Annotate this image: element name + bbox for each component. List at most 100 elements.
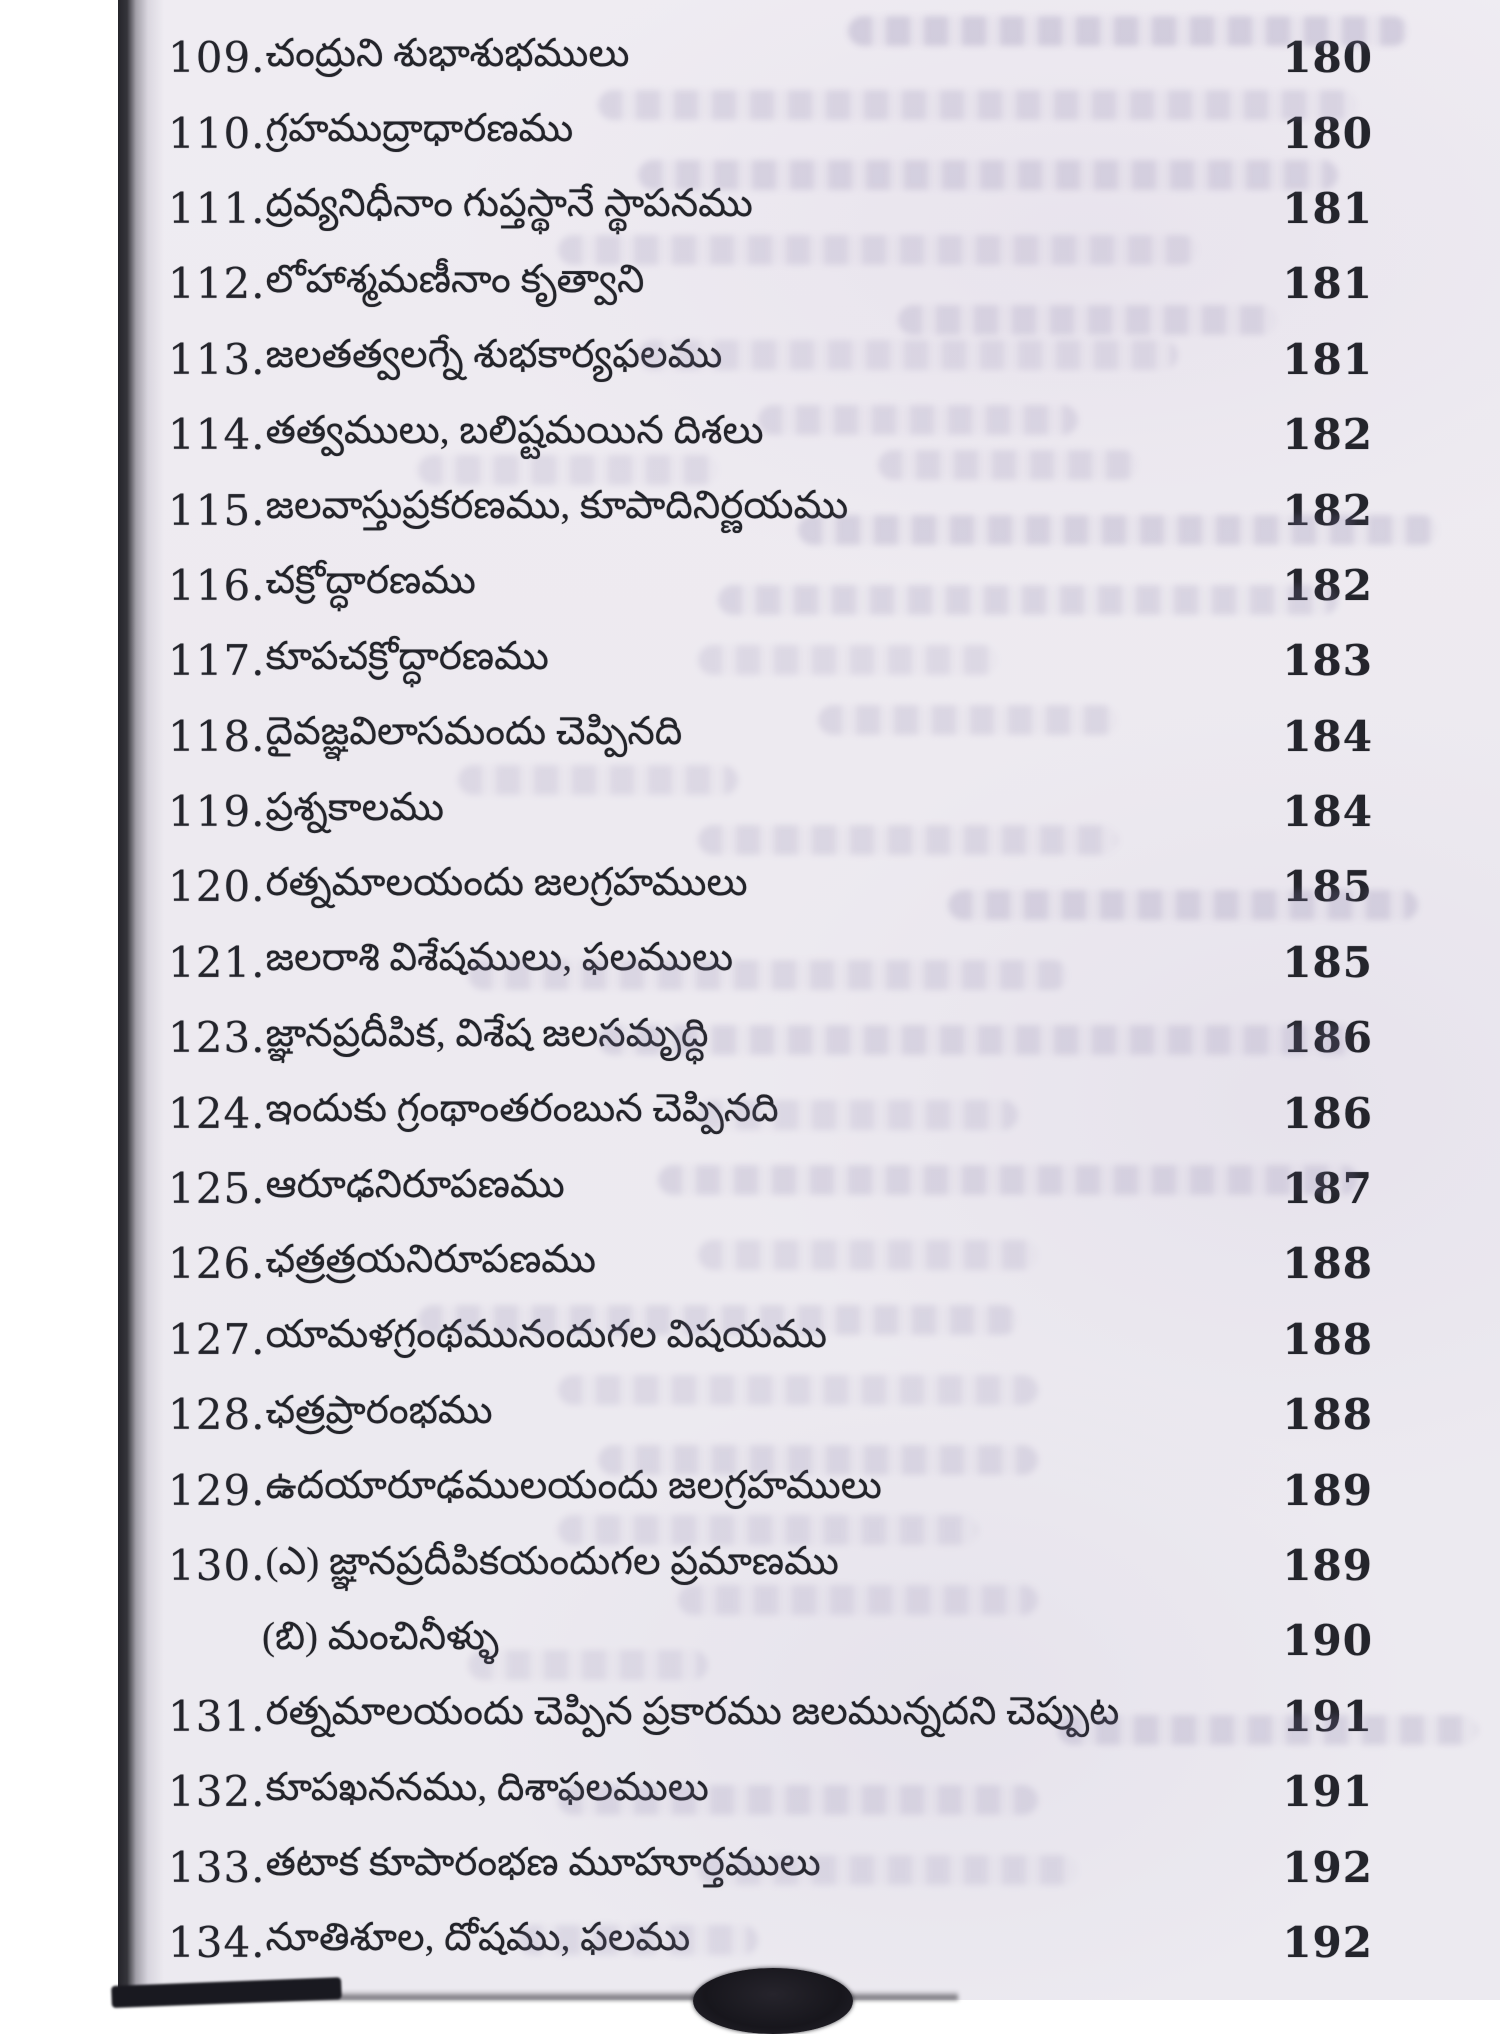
toc-entry-page: 192: [1282, 1842, 1373, 1892]
toc-entry-number: 116.: [168, 560, 266, 610]
toc-entry-number: 133.: [168, 1842, 266, 1892]
toc-entry: (బి) మంచినీళ్ళు 190: [168, 1603, 1373, 1678]
toc-entry-title: జ్ఞానప్రదీపిక, విశేష జలసమృద్ధి: [265, 1011, 709, 1055]
toc-entry-number: 125.: [168, 1164, 266, 1214]
toc-entry-title: చక్రోద్ధారణము: [265, 559, 476, 603]
bottom-edge-shadow: [118, 1991, 958, 2000]
toc-entry-page: 185: [1282, 937, 1373, 987]
toc-entry-title: చంద్రుని శుభాశుభములు: [265, 31, 630, 75]
bleed-through-smudge: [698, 1855, 1078, 1885]
bleed-through-smudge: [658, 1165, 1358, 1195]
bleed-through-smudge: [698, 1240, 1038, 1270]
toc-entry-title: జలతత్వలగ్నే శుభకార్యఫలము: [265, 333, 723, 377]
toc-entry-title: దైవజ్ఞవిలాసమందు చెప్పినది: [265, 710, 683, 754]
toc-entry-number: 126.: [168, 1239, 266, 1289]
toc-entry-page: 181: [1282, 334, 1373, 384]
bleed-through-smudge: [698, 1100, 1018, 1130]
toc-entry-title: (ఎ) జ్ఞానప్రదీపికయందుగల ప్రమాణము: [265, 1539, 839, 1583]
toc-entry-number: 127.: [168, 1314, 266, 1364]
toc-entry-page: 184: [1282, 711, 1373, 761]
toc-entry-title: ఇందుకు గ్రంథాంతరంబున చెప్పినది: [265, 1087, 779, 1131]
bleed-through-smudge: [1058, 1715, 1478, 1745]
toc-entry-title: రత్నమాలయందు జలగ్రహములు: [265, 860, 748, 904]
toc-entry-title: ఛత్రత్రయనిరూపణము: [265, 1237, 597, 1281]
bleed-through-smudge: [558, 1785, 1038, 1815]
toc-entry-title: ఛత్రప్రారంభము: [265, 1388, 493, 1432]
toc-entry: 124. ఇందుకు గ్రంథాంతరంబున చెప్పినది 186: [168, 1075, 1373, 1150]
bleed-through-smudge: [468, 1650, 708, 1680]
toc-entry-page: 192: [1282, 1917, 1373, 1967]
toc-entry-number: 123.: [168, 1013, 266, 1063]
bleed-through-smudge: [598, 90, 1358, 120]
toc-entry-title: (బి) మంచినీళ్ళు: [262, 1614, 500, 1658]
toc-entry: 111. ద్రవ్యనిధీనాం గుప్తస్థానే స్థాపనము 18…: [168, 171, 1373, 246]
toc-entry-page: 189: [1282, 1465, 1373, 1515]
toc-entry-number: 124.: [168, 1088, 266, 1138]
toc-entry: 131. రత్నమాలయందు చెప్పిన ప్రకారము జలమున్న…: [168, 1679, 1373, 1754]
toc-entry-title: కూపచక్రోద్ధారణము: [265, 634, 549, 678]
toc-entry: 118. దైవజ్ఞవిలాసమందు చెప్పినది 184: [168, 699, 1373, 774]
toc-entry-page: 188: [1282, 1314, 1373, 1364]
toc-entry-number: 109.: [168, 33, 266, 83]
toc-entry-number: 115.: [168, 485, 266, 535]
toc-entry-page: 189: [1282, 1541, 1373, 1590]
toc-entry-page: 180: [1282, 108, 1373, 158]
toc-entry: 129. ఉదయారూఢములయందు జలగ్రహములు 189: [168, 1452, 1373, 1527]
toc-entry-title: యామళగ్రంథమునందుగల విషయము: [266, 1312, 827, 1366]
toc-entry-page: 182: [1277, 561, 1373, 610]
toc-entry: 133. తటాక కూపారంభణ మూహూర్తములు 192: [168, 1829, 1373, 1904]
bleed-through-smudge: [518, 1925, 758, 1955]
toc-entry-title: జలవాస్తుప్రకరణము, కూపాదినిర్ణయము: [265, 484, 849, 528]
toc-entry-page: 181: [1282, 183, 1373, 233]
bleed-through-smudge: [558, 1515, 978, 1545]
bleed-through-smudge: [698, 825, 1118, 855]
toc-entry-page: 191: [1282, 1767, 1373, 1817]
toc-entry-title: రత్నమాలయందు చెప్పిన ప్రకారము జలమున్నదని …: [265, 1690, 1120, 1734]
toc-entry-page: 186: [1277, 1013, 1373, 1062]
toc-entry: 130. (ఎ) జ్ఞానప్రదీపికయందుగల ప్రమాణము 189: [168, 1528, 1373, 1603]
toc-entry-page: 184: [1282, 787, 1373, 837]
toc-entry: 109. చంద్రుని శుభాశుభములు 180: [168, 20, 1373, 95]
toc-entry-page: 186: [1282, 1088, 1373, 1138]
bleed-through-smudge: [678, 1585, 1038, 1615]
scanned-page: 109. చంద్రుని శుభాశుభములు 180 110. గ్రహముద్ర…: [111, 0, 1500, 2034]
toc-entry-number: 117.: [168, 636, 266, 686]
toc-entry: 116.చక్రోద్ధారణము 182: [168, 548, 1373, 623]
toc-entry: 115. జలవాస్తుప్రకరణము, కూపాదినిర్ణయము 182: [168, 472, 1373, 547]
toc-entry-title: నూతిశూల, దోషము, ఫలము: [265, 1916, 691, 1960]
toc-entry-number: 129.: [168, 1465, 266, 1515]
bleed-through-smudge: [558, 235, 1198, 265]
toc-entry-page: 183: [1282, 636, 1373, 686]
spine-shadow-edge: [118, 0, 164, 2000]
bleed-through-smudge: [418, 1305, 1018, 1335]
toc-entry-number: 128.: [168, 1390, 266, 1440]
bleed-through-smudge: [848, 16, 1408, 46]
bleed-through-smudge: [718, 585, 1338, 615]
toc-entry-title: గ్రహముద్రాధారణము: [265, 107, 574, 151]
bottom-ornament: [693, 1968, 853, 2034]
bleed-through-smudge: [598, 1445, 1038, 1475]
toc-entry: 117. కూపచక్రోద్ధారణము 183: [168, 623, 1373, 698]
toc-entry: 114. తత్వములు, బలిష్టమయిన దిశలు 182: [168, 397, 1373, 472]
toc-entry-page: 182: [1282, 485, 1373, 535]
toc-entry-page: 188: [1282, 1239, 1373, 1289]
bleed-through-smudge: [558, 1375, 1038, 1405]
toc-entry-number: 132.: [168, 1767, 266, 1817]
toc-entry: 134. నూతిశూల, దోషము, ఫలము 192: [168, 1905, 1373, 1980]
bleed-through-smudge: [898, 305, 1278, 335]
toc-entry: 113. జలతత్వలగ్నే శుభకార్యఫలము 181: [168, 322, 1373, 397]
toc-entry-number: 113.: [168, 334, 266, 384]
toc-entry-number: 112.: [168, 259, 266, 309]
bleed-through-smudge: [418, 455, 718, 485]
bleed-through-smudge: [948, 890, 1418, 920]
bleed-through-smudge: [818, 705, 1118, 735]
toc-entry-page: 185: [1282, 862, 1373, 912]
bleed-through-smudge: [468, 960, 1068, 990]
toc-entry-number: 121.: [168, 937, 266, 987]
toc-entry: 128. ఛత్రప్రారంభము 188: [168, 1377, 1373, 1452]
toc-entry-title: ఉదయారూఢములయందు జలగ్రహములు: [265, 1464, 882, 1508]
toc-entry-title: ద్రవ్యనిధీనాం గుప్తస్థానే స్థాపనము: [265, 182, 753, 226]
bleed-through-smudge: [698, 645, 998, 675]
toc-entry-number: 119.: [168, 787, 266, 837]
